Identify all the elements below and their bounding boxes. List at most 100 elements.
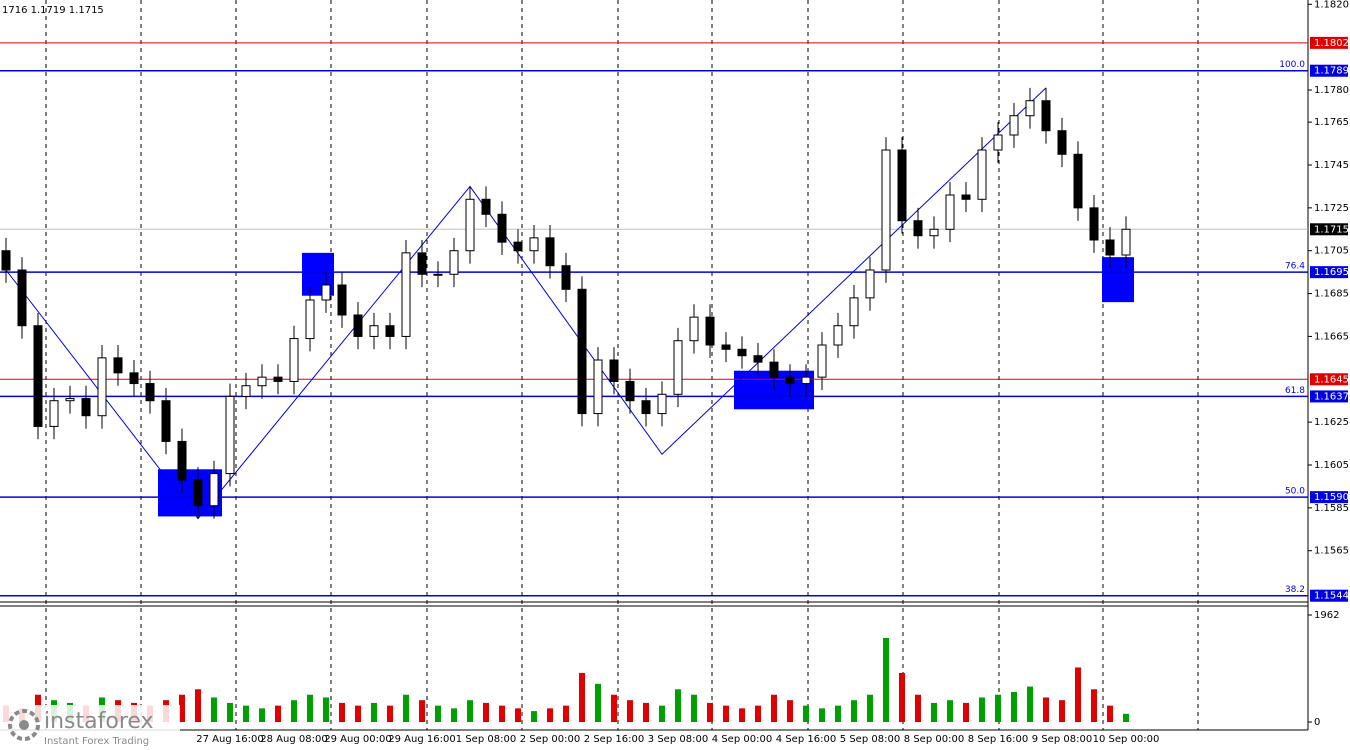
volume-bar xyxy=(323,697,329,722)
x-tick-label: 2 Sep 16:00 xyxy=(584,734,644,745)
candle-body xyxy=(913,220,923,237)
candle-body xyxy=(625,380,635,402)
candle-body xyxy=(529,237,539,252)
candle-body xyxy=(193,479,203,507)
volume-bar xyxy=(1011,692,1017,722)
candle-body xyxy=(545,237,555,267)
volume-bar xyxy=(195,689,201,722)
candle-body xyxy=(609,359,619,382)
volume-bar xyxy=(803,705,809,722)
fib-label: 50.0 xyxy=(1285,487,1305,497)
volume-bar xyxy=(931,702,937,722)
volume-bar xyxy=(707,702,713,722)
candle-body xyxy=(689,316,699,342)
volume-bar xyxy=(307,694,313,722)
volume-bar xyxy=(1027,686,1033,722)
y-tick-label: 1.1780 xyxy=(1314,85,1349,96)
candle-body xyxy=(993,134,1003,151)
candle-body xyxy=(225,395,235,475)
fib-label: 100.0 xyxy=(1279,60,1305,70)
candle-body xyxy=(145,383,155,402)
candle-body xyxy=(65,398,75,402)
x-tick-label: 4 Sep 00:00 xyxy=(712,734,772,745)
candle-body xyxy=(97,357,107,417)
zone xyxy=(1102,257,1134,303)
volume-bar xyxy=(451,708,457,722)
candle-body xyxy=(1105,239,1115,256)
candle-body xyxy=(561,265,571,290)
volume-bar xyxy=(947,700,953,722)
candle-body xyxy=(337,284,347,316)
candle-body xyxy=(641,400,651,415)
candle-body xyxy=(481,198,491,215)
volume-bar xyxy=(995,694,1001,722)
volume-bar xyxy=(915,694,921,722)
candle-body xyxy=(1025,100,1035,117)
volume-bar xyxy=(579,672,585,722)
candle-body xyxy=(81,398,91,417)
candle-body xyxy=(769,361,779,378)
y-tick-label: 1.1565 xyxy=(1314,546,1349,557)
x-tick-label: 28 Aug 08:00 xyxy=(260,734,327,745)
candle-body xyxy=(417,252,427,275)
candle-body xyxy=(945,194,955,230)
level-tag xyxy=(1310,589,1348,602)
candle-body xyxy=(801,376,811,385)
candle-body xyxy=(593,359,603,415)
x-tick-label: 27 Aug 16:00 xyxy=(196,734,263,745)
volume-bar xyxy=(787,700,793,722)
candle-body xyxy=(513,241,523,252)
level-label: 1.1590 xyxy=(1314,492,1349,503)
volume-bar xyxy=(819,708,825,722)
volume-bar xyxy=(1107,705,1113,722)
candle-body xyxy=(673,340,683,395)
volume-bar xyxy=(1043,697,1049,722)
candle-body xyxy=(465,198,475,252)
volume-bar xyxy=(227,702,233,722)
y-tick-label: 1.1705 xyxy=(1314,246,1349,257)
volume-bar xyxy=(531,711,537,722)
level-label: 1.1637 xyxy=(1314,391,1349,402)
candle-body xyxy=(33,325,43,427)
candle-body xyxy=(1041,100,1051,132)
logo-brand: instaforex xyxy=(44,709,154,734)
candle-body xyxy=(385,325,395,337)
volume-tick-label: 1962 xyxy=(1314,610,1339,621)
x-tick-label: 10 Sep 00:00 xyxy=(1093,734,1160,745)
candle-body xyxy=(113,357,123,374)
y-tick-label: 1.1665 xyxy=(1314,331,1349,342)
candle-body xyxy=(881,149,891,271)
candle-body xyxy=(129,372,139,385)
level-label: 1.1645 xyxy=(1314,374,1349,385)
volume-bar xyxy=(1091,689,1097,722)
x-tick-label: 29 Aug 16:00 xyxy=(388,734,455,745)
volume-bar xyxy=(723,705,729,722)
candle-body xyxy=(289,338,299,382)
volume-bar xyxy=(1059,700,1065,722)
volume-bar xyxy=(179,694,185,722)
candle-body xyxy=(929,228,939,237)
header: 1716 1.1719 1.1715 xyxy=(2,5,104,16)
candle-body xyxy=(705,316,715,346)
candle-body xyxy=(1057,130,1067,155)
candle-body xyxy=(961,194,971,200)
x-tick-label: 29 Aug 00:00 xyxy=(324,734,391,745)
candle-body xyxy=(1009,115,1019,136)
volume-bar xyxy=(643,702,649,722)
candle-body xyxy=(209,473,219,507)
last-price-tag xyxy=(1310,223,1348,236)
candle-body xyxy=(721,344,731,350)
candle-body xyxy=(657,393,667,415)
x-tick-label: 2 Sep 00:00 xyxy=(520,734,580,745)
volume-bar xyxy=(499,705,505,722)
y-tick-label: 1.1625 xyxy=(1314,417,1349,428)
volume-bar xyxy=(403,694,409,722)
volume-bar xyxy=(355,705,361,722)
candle-body xyxy=(753,355,763,363)
volume-bar xyxy=(467,700,473,722)
volume-bar xyxy=(243,705,249,722)
volume-bar xyxy=(339,702,345,722)
volume-bar xyxy=(1075,667,1081,722)
last-price-label: 1.1715 xyxy=(1314,224,1349,235)
